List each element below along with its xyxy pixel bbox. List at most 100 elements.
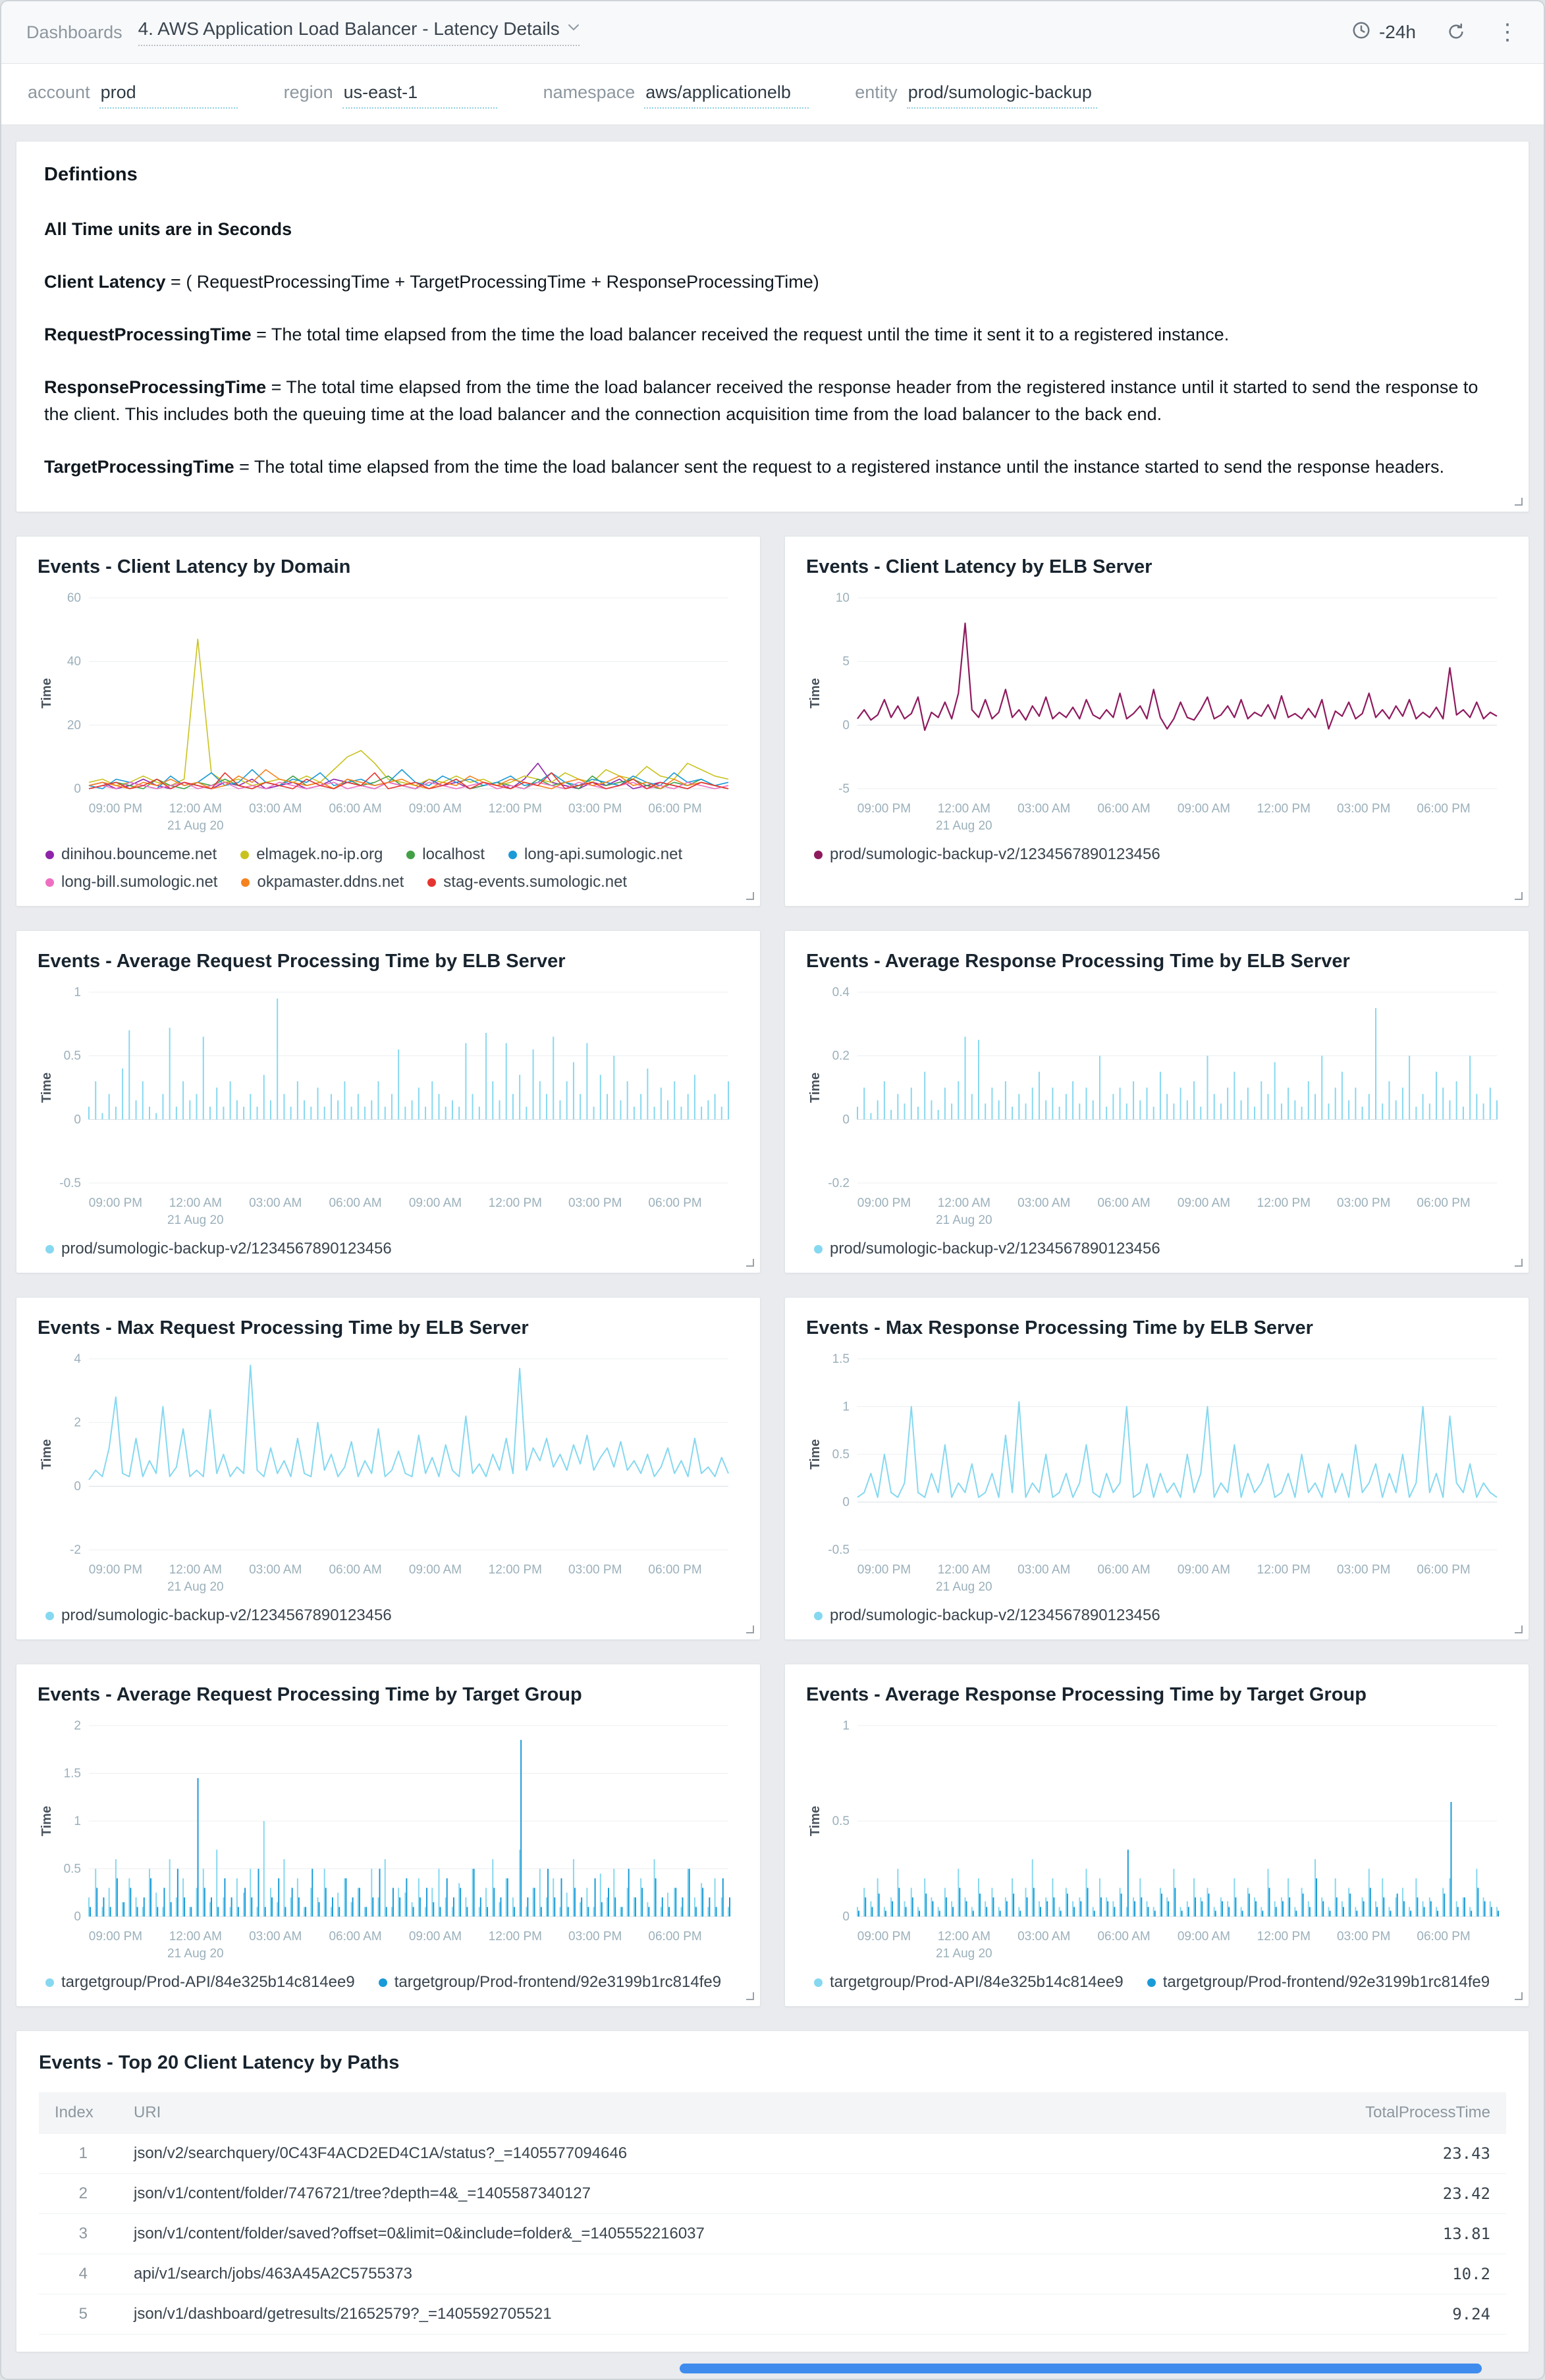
chart-canvas[interactable]: 0 20 40 60 09:00 PM 12:00 AM 21 Aug 20 03:00 AM…: [38, 587, 739, 836]
legend-item[interactable]: okpamaster.ddns.net: [241, 873, 404, 891]
charts-grid: Events - Client Latency by Domain 0 20 40 6…: [16, 536, 1529, 2007]
resize-handle-icon[interactable]: [1515, 892, 1523, 901]
table-row[interactable]: 4 api/v1/search/jobs/463A45A2C5755373 10…: [39, 2254, 1506, 2295]
legend-item[interactable]: long-api.sumologic.net: [508, 845, 682, 864]
resize-handle-icon[interactable]: [1515, 1992, 1523, 2001]
legend-item[interactable]: dinihou.bounceme.net: [45, 845, 217, 864]
top-paths-table-panel: Events - Top 20 Client Latency by Paths …: [16, 2030, 1529, 2353]
resize-handle-icon[interactable]: [1515, 1626, 1523, 1634]
time-range-control[interactable]: -24h: [1351, 20, 1416, 45]
resize-handle-icon[interactable]: [746, 1626, 754, 1634]
chart-canvas[interactable]: -2 0 2 4 09:00 PM 12:00 AM 21 Aug 20 03:00 AM 06…: [38, 1348, 739, 1597]
svg-text:03:00 PM: 03:00 PM: [568, 1930, 622, 1944]
svg-text:10: 10: [836, 591, 850, 605]
filter-value-region[interactable]: us-east-1: [342, 82, 497, 109]
chart-legend: targetgroup/Prod-API/84e325b14c814ee9 tar…: [38, 1964, 739, 1992]
definition-term: Client Latency: [44, 271, 166, 292]
svg-text:06:00 AM: 06:00 AM: [329, 1930, 381, 1944]
svg-text:06:00 PM: 06:00 PM: [648, 1196, 701, 1210]
filter-value-account[interactable]: prod: [99, 82, 238, 109]
svg-text:12:00 PM: 12:00 PM: [489, 1196, 542, 1210]
svg-text:1: 1: [842, 1719, 850, 1733]
table-row[interactable]: 1 json/v2/searchquery/0C43F4ACD2ED4C1A/s…: [39, 2133, 1506, 2175]
legend-item[interactable]: targetgroup/Prod-API/84e325b14c814ee9: [814, 1973, 1124, 1992]
svg-text:03:00 PM: 03:00 PM: [1337, 1563, 1390, 1577]
svg-text:12:00 AM: 12:00 AM: [938, 1930, 990, 1944]
filter-bar: account prod region us-east-1 namespace …: [1, 64, 1544, 125]
chart-canvas[interactable]: 0 0.5 1 09:00 PM 12:00 AM 21 Aug 20 03:00 AM 06…: [806, 1715, 1507, 1964]
svg-text:Time: Time: [40, 1072, 54, 1103]
chart-canvas[interactable]: 0 0.5 1 1.5 2 09:00 PM 12:00 AM 21 Aug 20 03:00 …: [38, 1715, 739, 1964]
svg-text:-5: -5: [838, 782, 850, 796]
legend-label: prod/sumologic-backup-v2/123456789012345…: [61, 1240, 392, 1258]
table-row[interactable]: 5 json/v1/dashboard/getresults/21652579?…: [39, 2294, 1506, 2335]
cell-uri: api/v1/search/jobs/463A45A2C5755373: [118, 2254, 1220, 2295]
chart-panel-client-latency-by-elb: Events - Client Latency by ELB Server -5…: [784, 536, 1529, 907]
refresh-icon: [1446, 22, 1466, 43]
svg-text:03:00 PM: 03:00 PM: [568, 1563, 622, 1577]
column-header-totalprocesstime[interactable]: TotalProcessTime: [1220, 2092, 1506, 2134]
legend-dot-icon: [45, 850, 54, 859]
svg-text:06:00 PM: 06:00 PM: [1417, 802, 1470, 816]
legend-item[interactable]: prod/sumologic-backup-v2/123456789012345…: [814, 1606, 1160, 1625]
chart-canvas[interactable]: -5 0 5 10 09:00 PM 12:00 AM 21 Aug 20 03:00 AM 0…: [806, 587, 1507, 836]
definition-text: = ( RequestProcessingTime + TargetProces…: [165, 271, 819, 292]
column-header-uri[interactable]: URI: [118, 2092, 1220, 2134]
legend-item[interactable]: prod/sumologic-backup-v2/123456789012345…: [814, 1240, 1160, 1258]
column-header-index[interactable]: Index: [39, 2092, 118, 2134]
legend-item[interactable]: targetgroup/Prod-frontend/92e3199b1rc814…: [1147, 1973, 1490, 1992]
definition-term: All Time units are in Seconds: [44, 219, 292, 239]
chart-canvas[interactable]: -0.2 0 0.2 0.4 09:00 PM 12:00 AM 21 Aug 20 03:0…: [806, 982, 1507, 1230]
legend-label: targetgroup/Prod-API/84e325b14c814ee9: [61, 1973, 355, 1992]
legend-item[interactable]: long-bill.sumologic.net: [45, 873, 217, 891]
legend-item[interactable]: prod/sumologic-backup-v2/123456789012345…: [45, 1240, 392, 1258]
breadcrumb[interactable]: Dashboards: [26, 22, 122, 42]
svg-text:06:00 AM: 06:00 AM: [1097, 802, 1150, 816]
svg-text:03:00 PM: 03:00 PM: [568, 802, 622, 816]
legend-dot-icon: [814, 1611, 823, 1620]
chart-title: Events - Average Response Processing Tim…: [806, 951, 1350, 972]
resize-handle-icon[interactable]: [1515, 498, 1523, 506]
legend-label: prod/sumologic-backup-v2/123456789012345…: [61, 1606, 392, 1625]
legend-item[interactable]: elmagek.no-ip.org: [240, 845, 383, 864]
resize-handle-icon[interactable]: [746, 1259, 754, 1267]
legend-item[interactable]: prod/sumologic-backup-v2/123456789012345…: [814, 845, 1160, 864]
legend-label: long-api.sumologic.net: [524, 845, 683, 864]
legend-label: prod/sumologic-backup-v2/123456789012345…: [830, 1240, 1160, 1258]
chart-panel-avg-request-by-target-group: Events - Average Request Processing Time…: [16, 1664, 761, 2007]
resize-handle-icon[interactable]: [746, 1992, 754, 2001]
legend-item[interactable]: stag-events.sumologic.net: [427, 873, 627, 891]
filter-label: namespace: [543, 82, 636, 102]
legend-dot-icon: [45, 1978, 54, 1987]
svg-text:09:00 PM: 09:00 PM: [89, 1196, 142, 1210]
chevron-down-icon: [568, 23, 580, 35]
svg-text:09:00 PM: 09:00 PM: [89, 1930, 142, 1944]
legend-item[interactable]: targetgroup/Prod-frontend/92e3199b1rc814…: [378, 1973, 721, 1992]
legend-item[interactable]: localhost: [406, 845, 485, 864]
more-options-button[interactable]: ⋮: [1496, 21, 1519, 43]
legend-label: stag-events.sumologic.net: [443, 873, 628, 891]
chart-canvas[interactable]: -0.5 0 0.5 1 09:00 PM 12:00 AM 21 Aug 20 03:00 …: [38, 982, 739, 1230]
chart-legend: prod/sumologic-backup-v2/123456789012345…: [806, 836, 1507, 864]
svg-text:1: 1: [74, 1814, 81, 1828]
resize-handle-icon[interactable]: [1515, 1259, 1523, 1267]
legend-item[interactable]: targetgroup/Prod-API/84e325b14c814ee9: [45, 1973, 355, 1992]
filter-value-namespace[interactable]: aws/applicationelb: [644, 82, 809, 109]
definition-text: = The total time elapsed from the time t…: [251, 324, 1230, 344]
svg-text:06:00 PM: 06:00 PM: [648, 1930, 701, 1944]
legend-label: elmagek.no-ip.org: [256, 845, 383, 864]
chart-title: Events - Average Request Processing Time…: [38, 1684, 582, 1706]
horizontal-scrollbar-thumb[interactable]: [680, 2364, 1482, 2374]
chart-panel-avg-request-by-elb: Events - Average Request Processing Time…: [16, 930, 761, 1274]
resize-handle-icon[interactable]: [746, 892, 754, 901]
table-row[interactable]: 3 json/v1/content/folder/saved?offset=0&…: [39, 2213, 1506, 2255]
filter-value-entity[interactable]: prod/sumologic-backup: [906, 82, 1097, 109]
legend-label: localhost: [422, 845, 485, 864]
svg-text:09:00 AM: 09:00 AM: [409, 1930, 462, 1944]
table-row[interactable]: 2 json/v1/content/folder/7476721/tree?de…: [39, 2173, 1506, 2215]
chart-canvas[interactable]: -0.5 0 0.5 1 1.5 09:00 PM 12:00 AM 21 Aug 20 03:…: [806, 1348, 1507, 1597]
refresh-button[interactable]: [1446, 22, 1466, 43]
dashboard-title-dropdown[interactable]: 4. AWS Application Load Balancer - Laten…: [138, 18, 580, 46]
legend-item[interactable]: prod/sumologic-backup-v2/123456789012345…: [45, 1606, 392, 1625]
cell-uri: json/v1/content/folder/7476721/tree?dept…: [118, 2173, 1220, 2215]
